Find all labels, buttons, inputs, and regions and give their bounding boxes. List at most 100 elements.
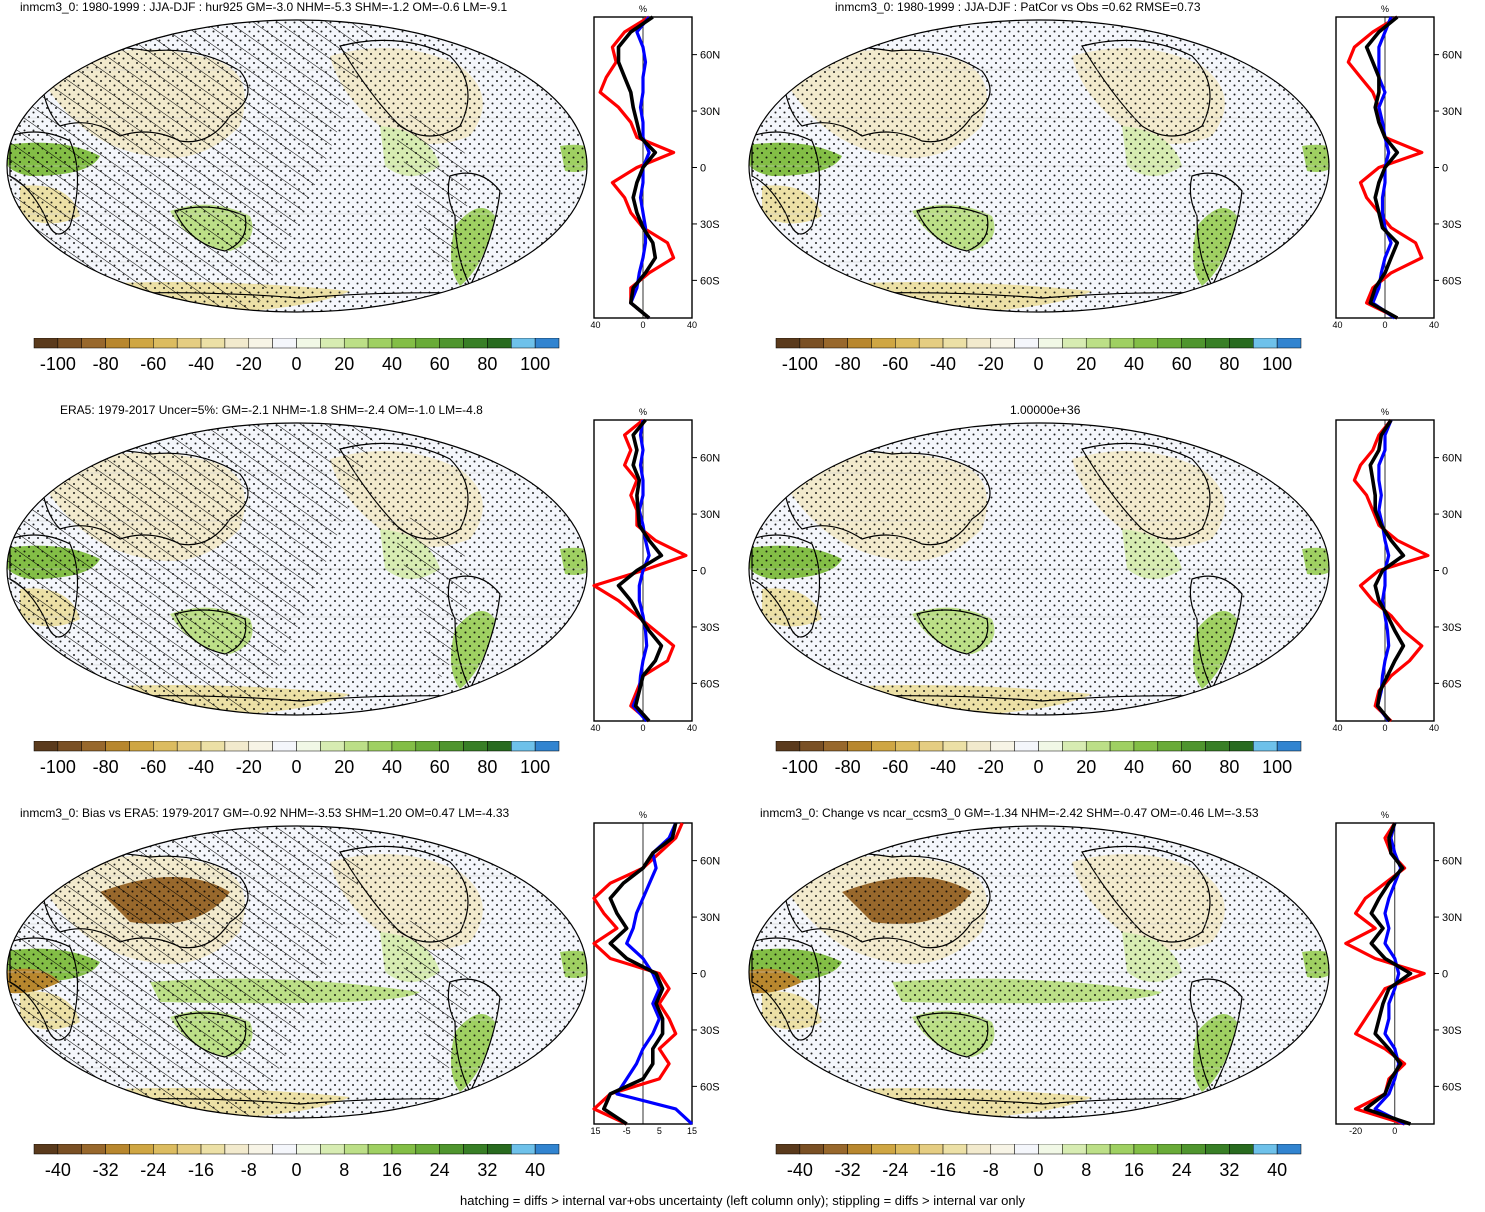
colorbar-label: -32 <box>835 1160 861 1180</box>
colorbar-swatch <box>320 741 345 752</box>
colorbar-label: -40 <box>45 1160 71 1180</box>
colorbar-swatch <box>153 741 178 752</box>
profile-lat-label: 60S <box>1442 678 1462 690</box>
world-map <box>6 422 588 716</box>
colorbar-swatch <box>487 1144 512 1155</box>
colorbar-swatch <box>942 741 968 752</box>
profile-line-mean <box>1368 419 1406 723</box>
colorbar-label: 32 <box>1219 1160 1239 1180</box>
colorbar-swatch <box>105 1144 130 1155</box>
profile-xtick: 40 <box>1429 723 1439 733</box>
colorbar-swatch <box>415 1144 440 1155</box>
profile-lat-label: 0 <box>1442 566 1448 578</box>
profile-line-model <box>1346 15 1424 320</box>
profile-line-mean <box>1363 822 1413 1126</box>
stippling <box>749 826 1329 1118</box>
map-border <box>6 422 588 716</box>
profile-lat-label: 60S <box>700 678 720 690</box>
colorbar-swatch <box>871 741 896 752</box>
colorbar-swatch <box>823 741 848 752</box>
colorbar-label: 20 <box>1076 354 1096 374</box>
colorbar-label: -24 <box>882 1160 908 1180</box>
colorbar-swatch <box>57 338 82 349</box>
colorbar-swatch <box>33 338 59 349</box>
colorbar-label: 8 <box>1081 1160 1091 1180</box>
colorbar-swatch <box>81 741 106 752</box>
colorbar-swatch <box>871 1144 896 1155</box>
colorbar-swatch <box>153 1144 178 1155</box>
colorbar-swatch <box>487 741 512 752</box>
colorbar-label: 32 <box>477 1160 497 1180</box>
colorbar-swatch <box>1062 1144 1087 1155</box>
map-panel-3: ERA5: 1979-2017 Uncer=5%: GM=-2.1 NHM=-1… <box>0 403 742 806</box>
colorbar-label: 40 <box>525 1160 545 1180</box>
colorbar-label: 0 <box>1033 354 1043 374</box>
profile-xtick: -15 <box>590 1126 601 1136</box>
zonal-mean-profile: % -15 -5 5 15 60N 30N 0 30S 60S <box>590 810 720 1136</box>
colorbar-label: -40 <box>930 757 956 777</box>
hatching <box>7 423 380 715</box>
profile-unit: % <box>639 407 647 417</box>
colorbar-label: 8 <box>339 1160 349 1180</box>
colorbar-swatch <box>534 338 560 349</box>
colorbar-label: 20 <box>1076 757 1096 777</box>
world-map <box>6 825 588 1119</box>
profile-xtick: -5 <box>623 1126 631 1136</box>
colorbar: -100 -80 -60 -40 -20 0 20 40 60 80 100 <box>33 741 560 777</box>
colorbar-swatch <box>1253 741 1278 752</box>
colorbar-swatch <box>296 1144 321 1155</box>
figure-footnote: hatching = diffs > internal var+obs unce… <box>460 1193 1025 1208</box>
colorbar-swatch <box>200 338 226 349</box>
colorbar-swatch <box>895 741 920 752</box>
colorbar-swatch <box>1109 338 1135 349</box>
colorbar-label: -40 <box>787 1160 813 1180</box>
colorbar-swatch <box>1181 338 1206 349</box>
colorbar-swatch <box>391 1144 417 1155</box>
colorbar-swatch <box>367 338 393 349</box>
colorbar: -100 -80 -60 -40 -20 0 20 40 60 80 100 <box>775 338 1302 374</box>
colorbar: -100 -80 -60 -40 -20 0 20 40 60 80 100 <box>775 741 1302 777</box>
colorbar-swatch <box>942 1144 968 1155</box>
colorbar-label: -80 <box>835 757 861 777</box>
profile-xtick: -40 <box>1332 320 1343 330</box>
map-panel-5: inmcm3_0: Bias vs ERA5: 1979-2017 GM=-0.… <box>0 806 742 1209</box>
colorbar-swatch <box>511 1144 536 1155</box>
colorbar-swatch <box>1205 741 1230 752</box>
colorbar-label: 80 <box>1219 757 1239 777</box>
colorbar-label: -60 <box>140 757 166 777</box>
colorbar-swatch <box>942 338 968 349</box>
colorbar-swatch <box>176 338 202 349</box>
colorbar-label: -8 <box>241 1160 257 1180</box>
colorbar-swatch <box>343 1144 369 1155</box>
world-map <box>748 825 1330 1119</box>
profile-lat-label: 60S <box>1442 1081 1462 1093</box>
profile-unit: % <box>639 810 647 820</box>
colorbar-swatch <box>511 338 536 349</box>
profile-line-model <box>1344 822 1426 1126</box>
colorbar-label: -60 <box>882 354 908 374</box>
colorbar-swatch <box>1205 1144 1230 1155</box>
hatching <box>390 114 470 276</box>
colorbar-swatch <box>81 338 106 349</box>
profile-xtick: 0 <box>640 320 645 330</box>
colorbar-swatch <box>1253 1144 1278 1155</box>
colorbar-swatch <box>1014 741 1039 752</box>
colorbar-label: -100 <box>40 757 76 777</box>
colorbar-swatch <box>990 338 1015 349</box>
colorbar-swatch <box>1229 1144 1254 1155</box>
profile-lat-label: 0 <box>700 566 706 578</box>
colorbar-swatch <box>463 741 488 752</box>
world-map <box>748 19 1330 313</box>
colorbar-swatch <box>966 741 992 752</box>
profile-xtick: 40 <box>687 723 697 733</box>
map-border <box>748 19 1330 313</box>
colorbar-swatch <box>1038 1144 1063 1155</box>
colorbar-swatch <box>57 741 82 752</box>
colorbar-label: 80 <box>477 354 497 374</box>
colorbar-swatch <box>320 1144 345 1155</box>
stippling <box>749 20 1329 312</box>
colorbar-label: -32 <box>93 1160 119 1180</box>
profile-xtick: -40 <box>1332 723 1343 733</box>
colorbar-swatch <box>176 741 202 752</box>
colorbar-swatch <box>272 338 297 349</box>
